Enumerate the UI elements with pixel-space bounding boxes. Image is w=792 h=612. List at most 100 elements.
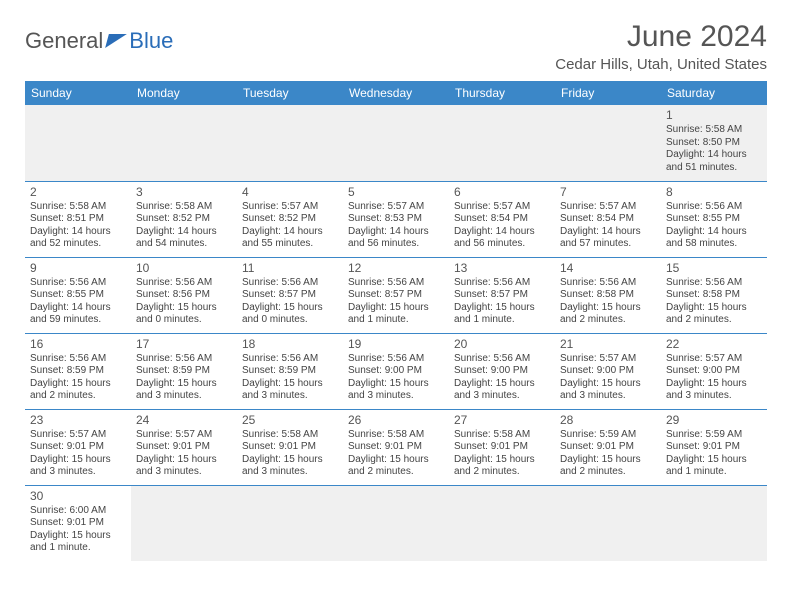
calendar-cell: 29Sunrise: 5:59 AMSunset: 9:01 PMDayligh…	[661, 409, 767, 485]
sunrise-text: Sunrise: 5:58 AM	[348, 429, 444, 442]
calendar-cell: 23Sunrise: 5:57 AMSunset: 9:01 PMDayligh…	[25, 409, 131, 485]
sunrise-text: Sunrise: 5:59 AM	[560, 429, 656, 442]
calendar-cell: 14Sunrise: 5:56 AMSunset: 8:58 PMDayligh…	[555, 257, 661, 333]
day-number: 5	[348, 185, 444, 200]
day-number: 21	[560, 337, 656, 352]
calendar-week: 9Sunrise: 5:56 AMSunset: 8:55 PMDaylight…	[25, 257, 767, 333]
sunset-text: Sunset: 9:00 PM	[348, 365, 444, 378]
day-number: 30	[30, 489, 126, 504]
sunrise-text: Sunrise: 5:57 AM	[242, 201, 338, 214]
daylight-text: Daylight: 15 hours and 1 minute.	[30, 530, 126, 555]
calendar-week: 1Sunrise: 5:58 AMSunset: 8:50 PMDaylight…	[25, 105, 767, 181]
daylight-text: Daylight: 15 hours and 2 minutes.	[348, 454, 444, 479]
day-number: 17	[136, 337, 232, 352]
daylight-text: Daylight: 15 hours and 3 minutes.	[454, 378, 550, 403]
daylight-text: Daylight: 15 hours and 2 minutes.	[454, 454, 550, 479]
title-block: June 2024 Cedar Hills, Utah, United Stat…	[555, 20, 767, 73]
sunset-text: Sunset: 8:57 PM	[242, 289, 338, 302]
calendar-cell: 30Sunrise: 6:00 AMSunset: 9:01 PMDayligh…	[25, 485, 131, 561]
sunset-text: Sunset: 9:00 PM	[454, 365, 550, 378]
daylight-text: Daylight: 15 hours and 3 minutes.	[136, 454, 232, 479]
sunset-text: Sunset: 9:00 PM	[666, 365, 762, 378]
daylight-text: Daylight: 15 hours and 3 minutes.	[666, 378, 762, 403]
day-number: 15	[666, 261, 762, 276]
sunrise-text: Sunrise: 5:56 AM	[560, 277, 656, 290]
calendar-cell: 22Sunrise: 5:57 AMSunset: 9:00 PMDayligh…	[661, 333, 767, 409]
calendar-cell	[555, 485, 661, 561]
sunset-text: Sunset: 8:59 PM	[136, 365, 232, 378]
day-header: Thursday	[449, 81, 555, 105]
calendar-cell	[131, 105, 237, 181]
sunset-text: Sunset: 9:01 PM	[242, 441, 338, 454]
calendar-cell	[343, 485, 449, 561]
day-number: 4	[242, 185, 338, 200]
calendar-cell: 4Sunrise: 5:57 AMSunset: 8:52 PMDaylight…	[237, 181, 343, 257]
calendar-cell	[131, 485, 237, 561]
daylight-text: Daylight: 14 hours and 51 minutes.	[666, 149, 762, 174]
sunset-text: Sunset: 9:01 PM	[666, 441, 762, 454]
day-number: 2	[30, 185, 126, 200]
daylight-text: Daylight: 15 hours and 1 minute.	[348, 302, 444, 327]
sunset-text: Sunset: 8:51 PM	[30, 213, 126, 226]
sunrise-text: Sunrise: 5:57 AM	[30, 429, 126, 442]
sunset-text: Sunset: 9:01 PM	[560, 441, 656, 454]
calendar-cell: 9Sunrise: 5:56 AMSunset: 8:55 PMDaylight…	[25, 257, 131, 333]
day-header: Saturday	[661, 81, 767, 105]
calendar-cell: 5Sunrise: 5:57 AMSunset: 8:53 PMDaylight…	[343, 181, 449, 257]
sunrise-text: Sunrise: 5:56 AM	[454, 353, 550, 366]
daylight-text: Daylight: 15 hours and 3 minutes.	[242, 378, 338, 403]
calendar-cell: 17Sunrise: 5:56 AMSunset: 8:59 PMDayligh…	[131, 333, 237, 409]
daylight-text: Daylight: 14 hours and 56 minutes.	[348, 226, 444, 251]
daylight-text: Daylight: 15 hours and 3 minutes.	[560, 378, 656, 403]
calendar-head: SundayMondayTuesdayWednesdayThursdayFrid…	[25, 81, 767, 105]
sunrise-text: Sunrise: 5:56 AM	[454, 277, 550, 290]
day-number: 26	[348, 413, 444, 428]
daylight-text: Daylight: 14 hours and 54 minutes.	[136, 226, 232, 251]
sunset-text: Sunset: 9:01 PM	[30, 517, 126, 530]
day-number: 18	[242, 337, 338, 352]
sunset-text: Sunset: 8:59 PM	[30, 365, 126, 378]
sunset-text: Sunset: 9:01 PM	[136, 441, 232, 454]
calendar-cell: 2Sunrise: 5:58 AMSunset: 8:51 PMDaylight…	[25, 181, 131, 257]
day-header: Friday	[555, 81, 661, 105]
calendar-cell	[661, 485, 767, 561]
daylight-text: Daylight: 15 hours and 3 minutes.	[242, 454, 338, 479]
daylight-text: Daylight: 14 hours and 56 minutes.	[454, 226, 550, 251]
sunset-text: Sunset: 8:58 PM	[666, 289, 762, 302]
month-title: June 2024	[555, 20, 767, 54]
sunrise-text: Sunrise: 5:58 AM	[666, 124, 762, 137]
sunrise-text: Sunrise: 5:57 AM	[560, 201, 656, 214]
day-number: 6	[454, 185, 550, 200]
calendar-cell: 3Sunrise: 5:58 AMSunset: 8:52 PMDaylight…	[131, 181, 237, 257]
sunrise-text: Sunrise: 5:57 AM	[348, 201, 444, 214]
logo: General Blue	[25, 28, 173, 54]
daylight-text: Daylight: 15 hours and 0 minutes.	[136, 302, 232, 327]
daylight-text: Daylight: 15 hours and 3 minutes.	[136, 378, 232, 403]
daylight-text: Daylight: 14 hours and 59 minutes.	[30, 302, 126, 327]
day-number: 28	[560, 413, 656, 428]
calendar-cell	[237, 105, 343, 181]
sunset-text: Sunset: 8:57 PM	[454, 289, 550, 302]
calendar-cell: 11Sunrise: 5:56 AMSunset: 8:57 PMDayligh…	[237, 257, 343, 333]
calendar-cell: 7Sunrise: 5:57 AMSunset: 8:54 PMDaylight…	[555, 181, 661, 257]
sunset-text: Sunset: 8:54 PM	[454, 213, 550, 226]
sunrise-text: Sunrise: 5:56 AM	[30, 353, 126, 366]
sunset-text: Sunset: 8:50 PM	[666, 137, 762, 150]
calendar-cell	[449, 105, 555, 181]
daylight-text: Daylight: 14 hours and 57 minutes.	[560, 226, 656, 251]
day-number: 25	[242, 413, 338, 428]
calendar-cell: 6Sunrise: 5:57 AMSunset: 8:54 PMDaylight…	[449, 181, 555, 257]
day-number: 16	[30, 337, 126, 352]
day-number: 9	[30, 261, 126, 276]
daylight-text: Daylight: 15 hours and 2 minutes.	[560, 454, 656, 479]
sunrise-text: Sunrise: 5:56 AM	[666, 277, 762, 290]
location-label: Cedar Hills, Utah, United States	[555, 56, 767, 73]
calendar-body: 1Sunrise: 5:58 AMSunset: 8:50 PMDaylight…	[25, 105, 767, 561]
day-number: 10	[136, 261, 232, 276]
sunrise-text: Sunrise: 5:57 AM	[454, 201, 550, 214]
sunrise-text: Sunrise: 5:56 AM	[666, 201, 762, 214]
sunset-text: Sunset: 8:52 PM	[242, 213, 338, 226]
day-number: 8	[666, 185, 762, 200]
day-number: 12	[348, 261, 444, 276]
calendar-cell: 20Sunrise: 5:56 AMSunset: 9:00 PMDayligh…	[449, 333, 555, 409]
